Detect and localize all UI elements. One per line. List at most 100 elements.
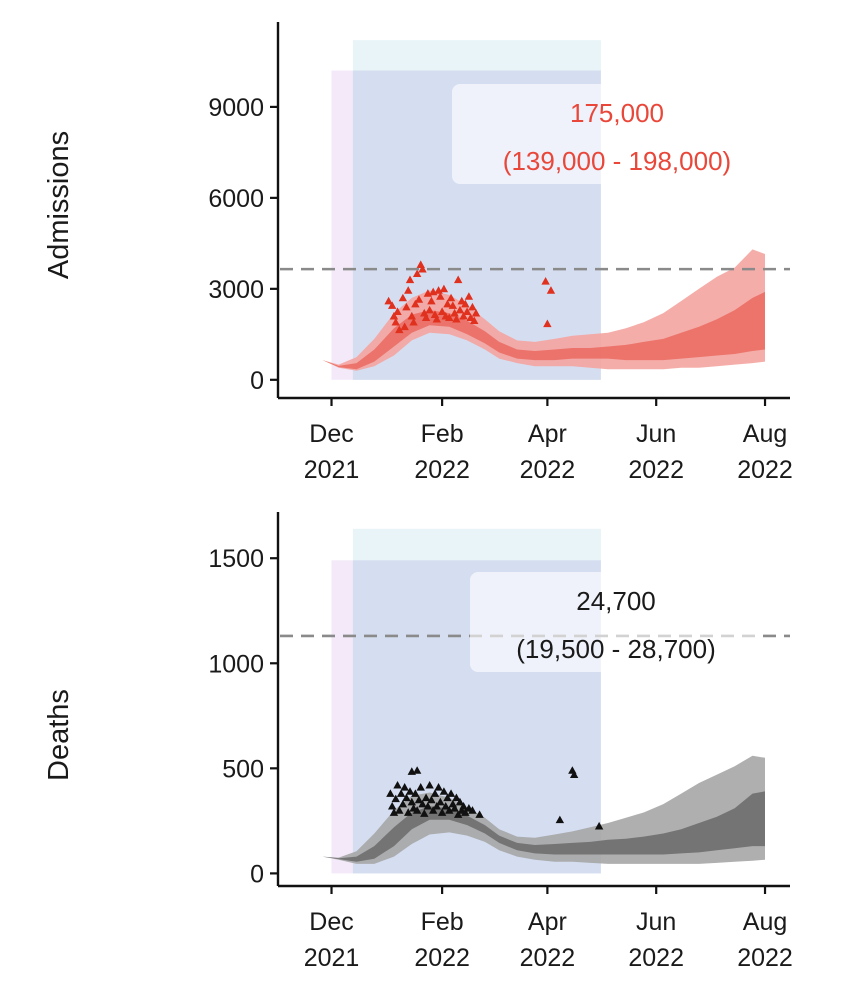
deaths-observed-point <box>387 801 397 810</box>
admissions-observed-point <box>412 269 422 278</box>
admissions-observed-point <box>384 296 393 305</box>
admissions-band-inner <box>322 291 765 370</box>
admissions-observed-point <box>462 307 472 315</box>
admissions-y-tick-label: 6000 <box>208 185 264 213</box>
deaths-observed-point <box>434 783 443 791</box>
admissions-observed-point <box>452 314 461 323</box>
deaths-observed-point <box>412 806 422 814</box>
deaths-observed-point <box>395 806 404 814</box>
deaths-observed-point <box>453 810 463 818</box>
admissions-x-tick-month: Aug <box>743 420 787 448</box>
deaths-annotation: 24,700 (19,500 - 28,700) <box>470 572 762 672</box>
deaths-y-tick-label: 1000 <box>208 650 264 678</box>
admissions-x-tick-month: Jun <box>636 420 676 448</box>
deaths-y-tick-label: 0 <box>250 860 264 888</box>
deaths-observed-point <box>407 797 416 806</box>
deaths-observed-point <box>439 787 449 795</box>
deaths-observed-point <box>411 789 420 797</box>
admissions-observed-points <box>384 260 556 334</box>
deaths-x-tick-year: 2022 <box>628 944 684 972</box>
admissions-observed-point <box>418 264 427 273</box>
deaths-observed-point <box>386 789 395 797</box>
deaths-observed-point <box>468 806 477 814</box>
deaths-observed-point <box>437 808 447 816</box>
admissions-observed-point <box>546 286 556 294</box>
deaths-observed-point <box>402 793 411 802</box>
admissions-observed-point <box>395 325 404 334</box>
deaths-observed-point <box>475 810 484 818</box>
admissions-x-tick-year: 2022 <box>628 456 684 484</box>
admissions-observed-point <box>387 301 397 309</box>
deaths-observed-point <box>429 806 438 814</box>
deaths-x-tick-year: 2022 <box>520 944 576 972</box>
admissions-y-axis-title: Admissions <box>43 131 75 279</box>
deaths-observed-point <box>445 806 454 814</box>
deaths-observed-point <box>393 780 402 789</box>
admissions-observed-point <box>421 313 431 322</box>
admissions-observed-point <box>439 284 449 293</box>
deaths-total-value: 24,700 <box>576 586 656 616</box>
deaths-observed-point <box>594 821 604 830</box>
deaths-observed-point <box>461 808 470 816</box>
admissions-observed-point <box>402 302 411 311</box>
admissions-observed-point <box>443 299 452 308</box>
deaths-observed-point <box>432 801 441 810</box>
deaths-observed-point <box>418 799 427 808</box>
admissions-observed-point <box>391 317 400 326</box>
admissions-observed-point <box>457 296 466 305</box>
deaths-observed-point <box>420 809 429 817</box>
deaths-observed-point <box>389 808 399 816</box>
admissions-observed-point <box>471 308 481 317</box>
deaths-x-tick-month: Jun <box>636 908 676 936</box>
deaths-observed-point <box>396 789 406 797</box>
deaths-observed-point <box>443 793 452 802</box>
deaths-observed-point <box>421 793 431 802</box>
admissions-observed-point <box>437 307 447 315</box>
admissions-observed-point <box>411 299 420 308</box>
admissions-observed-point <box>466 313 475 322</box>
admissions-observed-point <box>445 313 454 322</box>
deaths-y-tick-label: 500 <box>222 755 264 783</box>
admissions-observed-point <box>398 293 408 302</box>
deaths-observed-point <box>452 793 461 802</box>
deaths-total-interval: (19,500 - 28,700) <box>516 634 715 664</box>
admissions-observed-point <box>468 302 477 311</box>
admissions-observed-point <box>409 317 418 326</box>
deaths-observed-point <box>416 783 425 791</box>
admissions-y-tick-label: 3000 <box>208 276 264 304</box>
deaths-observed-point <box>405 787 415 795</box>
admissions-x-tick-month: Dec <box>309 420 353 448</box>
admissions-x-tick-year: 2022 <box>414 456 470 484</box>
admissions-x-tick-month: Apr <box>528 420 567 448</box>
deaths-y-axis-title: Deaths <box>43 689 75 781</box>
admissions-observed-point <box>461 299 470 308</box>
deaths-observed-point <box>459 801 468 810</box>
deaths-observed-point <box>427 795 436 804</box>
deaths-x-tick-year: 2021 <box>304 944 360 972</box>
deaths-observed-point <box>404 808 413 816</box>
admissions-observed-point <box>541 277 550 285</box>
admissions-observed-point <box>543 319 552 328</box>
admissions-observed-point <box>427 296 436 305</box>
admissions-x-tick-year: 2022 <box>737 456 793 484</box>
admissions-x-tick-year: 2021 <box>304 456 360 484</box>
admissions-observed-point <box>470 316 479 325</box>
deaths-x-tick-year: 2022 <box>737 944 793 972</box>
admissions-observed-point <box>400 322 409 331</box>
admissions-observed-point <box>393 307 402 315</box>
deaths-x-tick-year: 2022 <box>414 944 470 972</box>
admissions-observed-point <box>414 295 424 303</box>
deaths-observed-point <box>414 795 424 804</box>
admissions-panel: 0 3000 6000 9000 Dec 2021 Feb 2022 Apr 2022 Jun 202… <box>43 22 793 484</box>
admissions-observed-point <box>446 293 456 302</box>
admissions-observed-point <box>448 301 458 309</box>
admissions-observed-point <box>464 292 474 300</box>
admissions-annotation-box <box>452 84 782 184</box>
admissions-x-tick-year: 2022 <box>520 456 576 484</box>
admissions-observed-point <box>405 275 415 284</box>
deaths-annotation-box <box>470 572 762 672</box>
admissions-observed-point <box>450 308 459 317</box>
deaths-y-tick-label: 1500 <box>208 545 264 573</box>
admissions-x-tick-month: Feb <box>421 420 464 448</box>
